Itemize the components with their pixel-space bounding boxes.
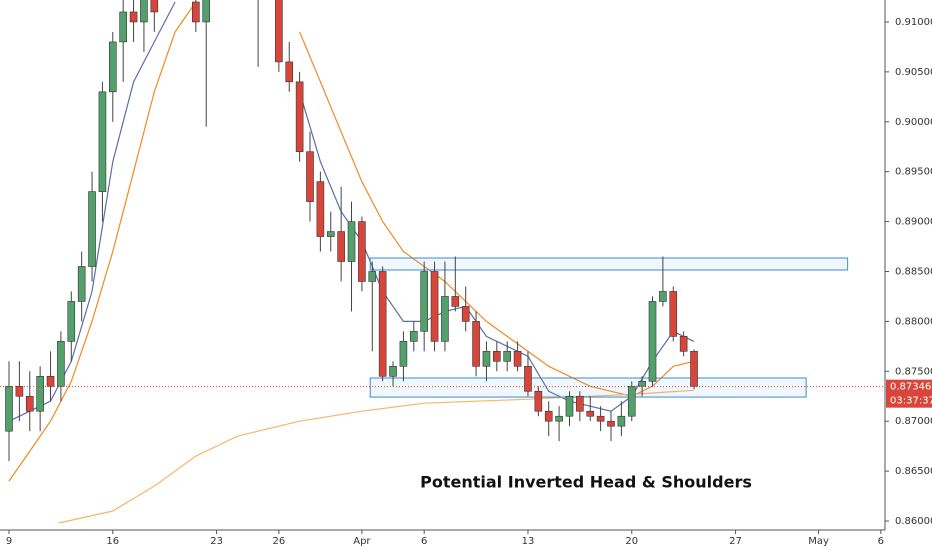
candle-body xyxy=(638,380,646,387)
zone xyxy=(369,377,807,398)
x-tick-label: 20 xyxy=(625,536,638,547)
candle-body xyxy=(441,296,449,342)
candle-body xyxy=(669,291,678,337)
candle-body xyxy=(482,351,491,367)
candle-body xyxy=(192,1,200,23)
candle-body xyxy=(493,351,501,362)
countdown: 03:37:37 xyxy=(890,396,932,407)
x-tick-label: Apr xyxy=(353,536,371,547)
candle-body xyxy=(461,306,470,322)
x-tick-label: May xyxy=(808,536,829,547)
x-tick-label: 16 xyxy=(106,536,119,547)
candle-body xyxy=(534,390,543,412)
candle-body xyxy=(108,41,117,93)
candle-body xyxy=(316,181,325,237)
candle-body xyxy=(46,375,55,387)
moving-average xyxy=(58,389,695,524)
candle-body xyxy=(472,321,480,367)
x-tick-label: 27 xyxy=(729,536,742,547)
candle-body xyxy=(399,341,408,367)
candle-body xyxy=(88,191,96,267)
candle-body xyxy=(544,410,553,422)
candle-body xyxy=(358,221,366,282)
candle-body xyxy=(15,385,24,397)
candle-body xyxy=(25,395,34,412)
candle-body xyxy=(150,0,159,13)
candle-body xyxy=(77,266,86,302)
candle-body xyxy=(275,0,283,63)
x-tick-label: 13 xyxy=(522,536,535,547)
candle-body xyxy=(555,415,563,422)
candle-body xyxy=(67,301,76,342)
candle-body xyxy=(306,151,314,202)
candle-body xyxy=(295,81,304,153)
x-tick-label: 9 xyxy=(6,536,12,547)
candle-body xyxy=(119,11,127,43)
last-price-box xyxy=(886,379,932,408)
x-tick-label: 6 xyxy=(421,536,427,547)
candle-body xyxy=(337,231,345,262)
plot-area xyxy=(5,0,849,524)
candle-body xyxy=(430,271,439,342)
x-tick-label: 6 xyxy=(878,536,884,547)
candle-body xyxy=(326,231,335,237)
candle-body xyxy=(659,291,667,302)
candle-body xyxy=(586,410,595,417)
candle-body xyxy=(36,375,44,412)
annotation: Potential Inverted Head & Shoulders xyxy=(420,473,752,492)
last-price-label: 0.87346 xyxy=(890,382,931,393)
candle-body xyxy=(285,61,294,83)
candle-body xyxy=(129,11,138,23)
candle-body xyxy=(503,351,512,362)
y-tick-label: 0.91000 xyxy=(895,17,932,28)
candle-body xyxy=(389,366,397,377)
x-tick-label: 26 xyxy=(272,536,285,547)
candle-body xyxy=(576,395,584,412)
candle-body xyxy=(648,301,657,382)
zone xyxy=(369,257,849,271)
candle-body xyxy=(347,221,356,262)
candle-body xyxy=(140,0,148,23)
candle-body xyxy=(690,351,698,387)
candle-body xyxy=(565,395,574,417)
candle-body xyxy=(202,0,211,23)
candle-body xyxy=(524,366,532,392)
candle-body xyxy=(98,91,107,192)
candle-body xyxy=(617,415,626,427)
candle-body xyxy=(5,385,13,432)
candle-body xyxy=(420,271,428,332)
candle-body xyxy=(409,331,418,342)
candle-body xyxy=(513,351,522,367)
candle-body xyxy=(596,415,605,422)
candle-body xyxy=(451,296,460,307)
candle-body xyxy=(627,385,636,417)
candle-body xyxy=(607,420,615,427)
x-tick-label: 23 xyxy=(210,536,223,547)
candle-body xyxy=(368,271,377,282)
candle-body xyxy=(378,271,387,377)
candle-body xyxy=(679,336,688,352)
candle-body xyxy=(57,341,65,387)
